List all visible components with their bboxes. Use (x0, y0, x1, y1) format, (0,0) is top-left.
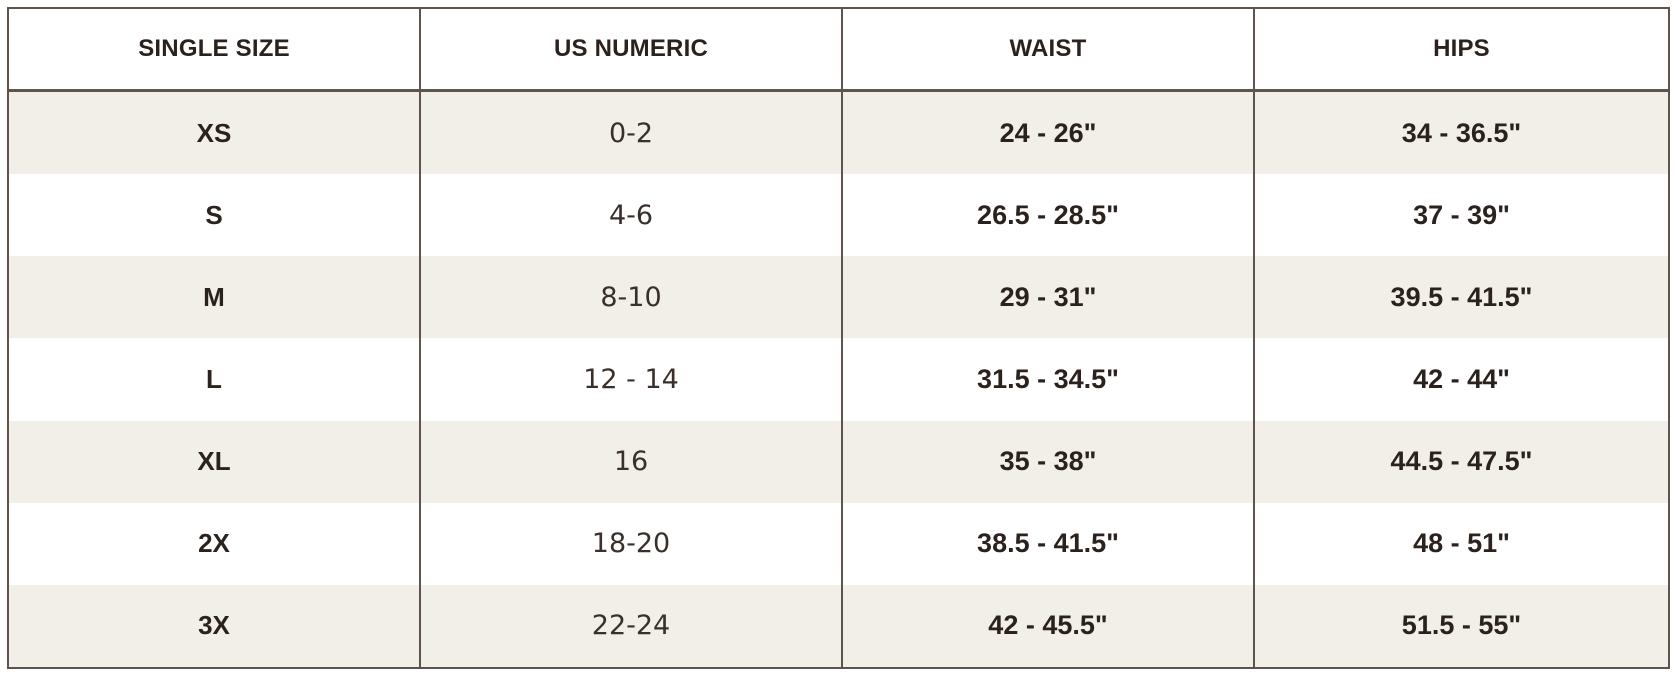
cell-us-numeric: 8-10 (419, 256, 843, 339)
table-row: XL 16 35 - 38" 44.5 - 47.5" (7, 420, 1670, 503)
table-row: S 4-6 26.5 - 28.5" 37 - 39" (7, 174, 1670, 257)
cell-waist: 38.5 - 41.5" (841, 502, 1255, 585)
cell-waist: 26.5 - 28.5" (841, 174, 1255, 257)
cell-hips: 34 - 36.5" (1253, 90, 1670, 175)
cell-waist: 24 - 26" (841, 90, 1255, 175)
cell-single-size: XS (7, 90, 421, 175)
cell-single-size: XL (7, 420, 421, 503)
header-waist: WAIST (841, 8, 1255, 92)
header-row: SINGLE SIZE US NUMERIC WAIST HIPS (7, 8, 1670, 92)
cell-single-size: 3X (7, 584, 421, 668)
header-single-size: SINGLE SIZE (7, 8, 421, 92)
cell-single-size: L (7, 338, 421, 421)
cell-hips: 44.5 - 47.5" (1253, 420, 1670, 503)
header-hips: HIPS (1253, 8, 1670, 92)
cell-us-numeric: 22-24 (419, 584, 843, 668)
cell-us-numeric: 12 - 14 (419, 338, 843, 421)
table-row: XS 0-2 24 - 26" 34 - 36.5" (7, 90, 1670, 175)
cell-hips: 37 - 39" (1253, 174, 1670, 257)
table-row: L 12 - 14 31.5 - 34.5" 42 - 44" (7, 338, 1670, 421)
cell-hips: 42 - 44" (1253, 338, 1670, 421)
cell-waist: 42 - 45.5" (841, 584, 1255, 668)
table-body: XS 0-2 24 - 26" 34 - 36.5" S 4-6 26.5 - … (7, 90, 1670, 668)
cell-waist: 31.5 - 34.5" (841, 338, 1255, 421)
table-row: M 8-10 29 - 31" 39.5 - 41.5" (7, 256, 1670, 339)
cell-us-numeric: 0-2 (419, 90, 843, 175)
table-row: 3X 22-24 42 - 45.5" 51.5 - 55" (7, 584, 1670, 668)
table-row: 2X 18-20 38.5 - 41.5" 48 - 51" (7, 502, 1670, 585)
cell-waist: 35 - 38" (841, 420, 1255, 503)
cell-single-size: 2X (7, 502, 421, 585)
cell-us-numeric: 16 (419, 420, 843, 503)
size-chart-table: SINGLE SIZE US NUMERIC WAIST HIPS XS 0-2… (7, 7, 1670, 669)
cell-us-numeric: 4-6 (419, 174, 843, 257)
cell-hips: 51.5 - 55" (1253, 584, 1670, 668)
cell-single-size: M (7, 256, 421, 339)
cell-hips: 39.5 - 41.5" (1253, 256, 1670, 339)
cell-us-numeric: 18-20 (419, 502, 843, 585)
cell-hips: 48 - 51" (1253, 502, 1670, 585)
table-header: SINGLE SIZE US NUMERIC WAIST HIPS (7, 8, 1670, 92)
cell-single-size: S (7, 174, 421, 257)
cell-waist: 29 - 31" (841, 256, 1255, 339)
header-us-numeric: US NUMERIC (419, 8, 843, 92)
